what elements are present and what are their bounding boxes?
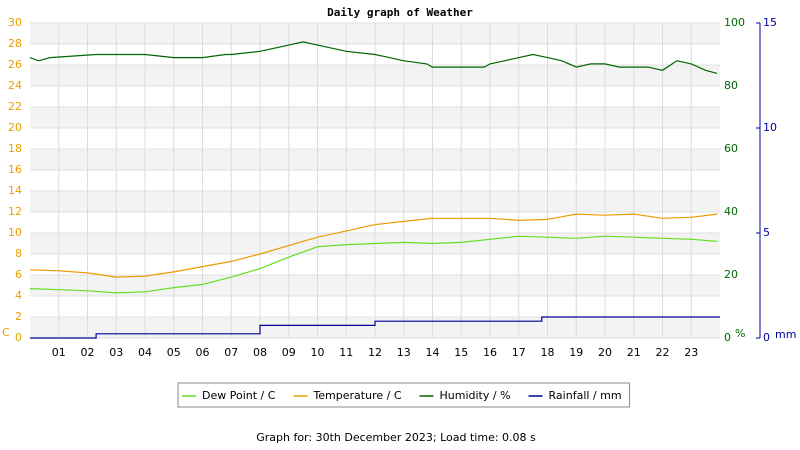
y-tick-label: 2 [15, 310, 22, 323]
series-line [29, 213, 718, 278]
x-tick-label: 03 [109, 346, 123, 359]
x-tick-label: 20 [598, 346, 612, 359]
y-tick-label: 10 [8, 226, 22, 239]
y-tick-label: 8 [15, 247, 22, 260]
x-tick-label: 04 [138, 346, 152, 359]
y3-tick-label: 15 [763, 16, 777, 29]
x-tick-label: 07 [224, 346, 238, 359]
chart-title: Daily graph of Weather [327, 6, 473, 19]
series-line [30, 316, 720, 339]
y-unit: C [2, 326, 10, 339]
legend-label: Temperature / C [312, 389, 401, 402]
y-tick-label: 22 [8, 100, 22, 113]
y-tick-label: 12 [8, 205, 22, 218]
y2-tick-label: 60 [724, 142, 738, 155]
x-tick-label: 16 [483, 346, 497, 359]
legend-label: Rainfall / mm [549, 389, 622, 402]
series-line [29, 41, 718, 74]
y-tick-label: 4 [15, 289, 22, 302]
y-tick-label: 20 [8, 121, 22, 134]
y-tick-label: 26 [8, 58, 22, 71]
x-tick-label: 05 [167, 346, 181, 359]
y2-tick-label: 80 [724, 79, 738, 92]
x-tick-label: 21 [627, 346, 641, 359]
x-tick-label: 02 [81, 346, 95, 359]
x-tick-label: 17 [512, 346, 526, 359]
y-tick-label: 18 [8, 142, 22, 155]
y3-unit: mm [775, 328, 796, 341]
y3-tick-label: 10 [763, 121, 777, 134]
y3-tick-label: 5 [763, 226, 770, 239]
y2-tick-label: 0 [724, 331, 731, 344]
y-tick-label: 16 [8, 163, 22, 176]
footer: Graph for: 30th December 2023; Load time… [256, 431, 536, 444]
x-tick-label: 22 [656, 346, 670, 359]
y-tick-label: 28 [8, 37, 22, 50]
x-tick-label: 01 [52, 346, 66, 359]
y2-tick-label: 100 [724, 16, 745, 29]
y-tick-label: 6 [15, 268, 22, 281]
x-tick-label: 06 [196, 346, 210, 359]
x-tick-label: 10 [311, 346, 325, 359]
x-tick-label: 19 [569, 346, 583, 359]
x-tick-label: 13 [397, 346, 411, 359]
y2-tick-label: 20 [724, 268, 738, 281]
x-tick-label: 18 [541, 346, 555, 359]
y-tick-label: 14 [8, 184, 22, 197]
y3-tick-label: 0 [763, 331, 770, 344]
x-tick-label: 11 [339, 346, 353, 359]
x-tick-label: 09 [282, 346, 296, 359]
y2-unit: % [735, 327, 745, 340]
y2-tick-label: 40 [724, 205, 738, 218]
x-tick-label: 23 [684, 346, 698, 359]
x-tick-label: 14 [426, 346, 440, 359]
x-tick-label: 08 [253, 346, 267, 359]
y-tick-label: 24 [8, 79, 22, 92]
series-line [29, 235, 718, 294]
legend [177, 382, 631, 408]
legend-label: Humidity / % [440, 389, 511, 402]
legend-label: Dew Point / C [202, 389, 276, 402]
x-tick-label: 12 [368, 346, 382, 359]
x-tick-label: 15 [454, 346, 468, 359]
y-tick-label: 0 [15, 331, 22, 344]
y-tick-label: 30 [8, 16, 22, 29]
